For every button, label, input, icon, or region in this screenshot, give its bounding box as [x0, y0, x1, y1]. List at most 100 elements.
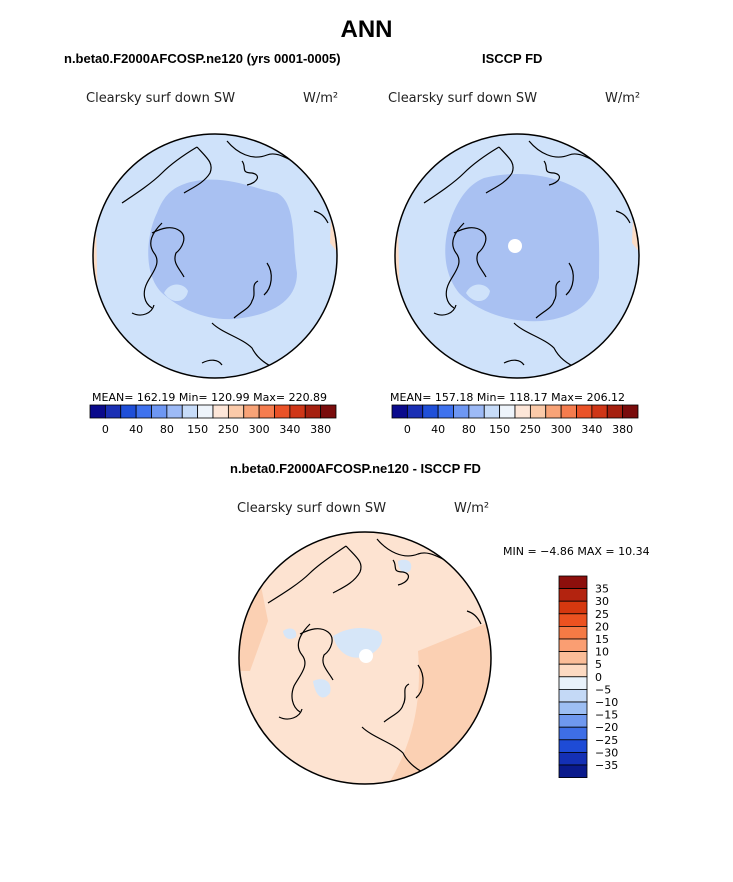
- panel2-colorbar-cell: [453, 404, 470, 419]
- diff-colorbar-cell: [558, 613, 588, 627]
- panel1-stats: MEAN= 162.19 Min= 120.99 Max= 220.89: [92, 391, 328, 404]
- diff-colorbar-tick-label: −15: [595, 709, 618, 722]
- diff-colorbar-cell: [558, 676, 588, 690]
- panel1-colorbar-cell: [135, 404, 152, 419]
- panel2-colorbar-tick-label: 300: [551, 423, 572, 436]
- diff-colorbar-tick-label: −35: [595, 759, 618, 772]
- diff-colorbar-cell: [558, 600, 588, 615]
- panel2-colorbar: 0 40 80 150 250 300 340 380: [391, 404, 639, 436]
- panel2-colorbar-tick-label: 380: [612, 423, 633, 436]
- diff-colorbar-tick-label: −10: [595, 696, 618, 709]
- panel1-colorbar-cell: [289, 404, 306, 419]
- diff-units: W/m²: [454, 501, 490, 516]
- diff-colorbar-cell: [558, 575, 588, 590]
- panel1-colorbar-cell: [120, 404, 137, 419]
- panel1-colorbar-tick-label: 340: [279, 423, 300, 436]
- diff-colorbar-cell: [558, 726, 588, 741]
- panel1-colorbar-cell: [181, 404, 199, 419]
- panel1-variable: Clearsky surf down SW: [86, 91, 236, 106]
- panel2-colorbar-tick-label: 0: [404, 423, 411, 436]
- diff-colorbar-cell: [558, 588, 588, 602]
- panel2-colorbar-cell: [622, 404, 639, 419]
- panel2-colorbar-cell: [591, 404, 608, 419]
- diff-colorbar-cell: [558, 651, 588, 665]
- diff-colorbar-tick-label: 5: [595, 658, 602, 671]
- panel2-colorbar-cell: [483, 404, 501, 419]
- panel1-colorbar-cell: [243, 404, 260, 419]
- panel2-colorbar-cell: [437, 404, 454, 419]
- panel1-colorbar-cell: [227, 404, 245, 419]
- panel1-field-80-150: [148, 179, 297, 320]
- panel2-colorbar-tick-label: 80: [462, 423, 476, 436]
- diff-colorbar-cell: [558, 701, 588, 716]
- diff-colorbar-cell: [558, 626, 588, 640]
- diff-map-border: [238, 531, 492, 785]
- panel1-map-border: [92, 133, 338, 379]
- panel2-colorbar-cell: [606, 404, 624, 419]
- panel1-colorbar-tick-label: 150: [187, 423, 208, 436]
- panel1-colorbar-tick-label: 250: [218, 423, 239, 436]
- panel2-colorbar-cell: [576, 404, 593, 419]
- diff-coastlines: [267, 538, 482, 776]
- diff-colorbar-tick-label: 15: [595, 633, 609, 646]
- panel2-colorbar-tick-label: 150: [489, 423, 510, 436]
- panel2-colorbar-cell: [514, 404, 531, 419]
- diff-colorbar-cell: [558, 663, 588, 678]
- panel1-colorbar-tick-label: 300: [249, 423, 270, 436]
- diff-colorbar-tick-label: 30: [595, 595, 609, 608]
- panel1-colorbar-cell: [166, 404, 183, 419]
- panel2-colorbar-tick-label: 40: [431, 423, 445, 436]
- diff-colorbar-tick-label: 10: [595, 646, 609, 659]
- panel2-colorbar-cell: [422, 404, 439, 419]
- panel1-colorbar-cell: [304, 404, 322, 419]
- diff-colorbar-cell: [558, 739, 588, 753]
- diff-polar-map: [238, 531, 492, 785]
- panel2-colorbar-cell: [529, 404, 547, 419]
- panel2-units: W/m²: [605, 91, 641, 106]
- panel1-colorbar-tick-label: 80: [160, 423, 174, 436]
- panel1-colorbar-cell: [104, 404, 122, 419]
- panel1-colorbar-cell: [274, 404, 291, 419]
- panel1-colorbar: 0 40 80 150 250 300 340 380: [89, 404, 337, 436]
- panel2-colorbar-cell: [468, 404, 485, 419]
- panel2-colorbar-cell: [391, 404, 408, 419]
- panel2-variable: Clearsky surf down SW: [388, 91, 538, 106]
- diff-stats: MIN = −4.86 MAX = 10.34: [503, 545, 650, 558]
- diff-variable: Clearsky surf down SW: [237, 501, 387, 516]
- diff-colorbar-tick-label: −5: [595, 683, 611, 696]
- panel1-units: W/m²: [303, 91, 339, 106]
- diff-colorbar-tick-label: −30: [595, 746, 618, 759]
- diff-colorbar-tick-label: 25: [595, 608, 609, 621]
- diff-colorbar-cell: [558, 689, 588, 703]
- panel1-coastlines: [121, 140, 329, 370]
- panel1-colorbar-cell: [151, 404, 168, 419]
- panel1-colorbar-cell: [89, 404, 106, 419]
- panel1-colorbar-cell: [197, 404, 214, 419]
- panel2-map-border: [394, 133, 640, 379]
- diff-colorbar-cell: [558, 714, 588, 728]
- diff-colorbar-cell: [558, 751, 588, 766]
- panel2-colorbar-cell: [406, 404, 424, 419]
- panel2-subtitle: ISCCP FD: [482, 51, 543, 66]
- panel1-colorbar-tick-label: 0: [102, 423, 109, 436]
- panel2-field-80-150: [445, 173, 600, 322]
- panel2-missing-data: [508, 239, 522, 253]
- panel1-colorbar-cell: [212, 404, 229, 419]
- panel2-coastlines: [423, 140, 631, 370]
- panel2-colorbar-tick-label: 250: [520, 423, 541, 436]
- panel2-colorbar-cell: [545, 404, 562, 419]
- diff-colorbar-tick-label: −20: [595, 721, 618, 734]
- panel2-stats: MEAN= 157.18 Min= 118.17 Max= 206.12: [390, 391, 626, 404]
- diff-colorbar-tick-label: 20: [595, 620, 609, 633]
- diff-subtitle: n.beta0.F2000AFCOSP.ne120 - ISCCP FD: [230, 461, 481, 476]
- diff-colorbar-tick-label: 35: [595, 583, 609, 596]
- panel1-subtitle: n.beta0.F2000AFCOSP.ne120 (yrs 0001-0005…: [64, 51, 341, 66]
- diff-missing-data: [359, 649, 373, 663]
- panel2-colorbar-tick-label: 340: [581, 423, 602, 436]
- panel1-colorbar-tick-label: 40: [129, 423, 143, 436]
- panel2-colorbar-cell: [499, 404, 516, 419]
- panel1-colorbar-cell: [258, 404, 275, 419]
- diff-colorbar-cell: [558, 764, 588, 779]
- panel1-colorbar-cell: [320, 404, 337, 419]
- figure-title: ANN: [340, 16, 393, 43]
